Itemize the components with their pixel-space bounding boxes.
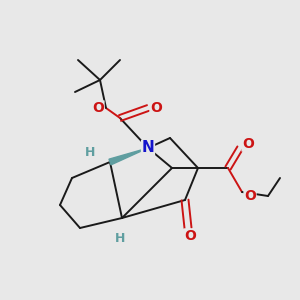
Text: O: O [244, 189, 256, 203]
Text: H: H [85, 146, 95, 158]
Text: H: H [115, 232, 125, 244]
Text: N: N [142, 140, 154, 155]
Polygon shape [109, 148, 148, 165]
Text: O: O [92, 101, 104, 115]
Text: O: O [184, 229, 196, 243]
Text: O: O [150, 101, 162, 115]
Text: O: O [242, 137, 254, 151]
